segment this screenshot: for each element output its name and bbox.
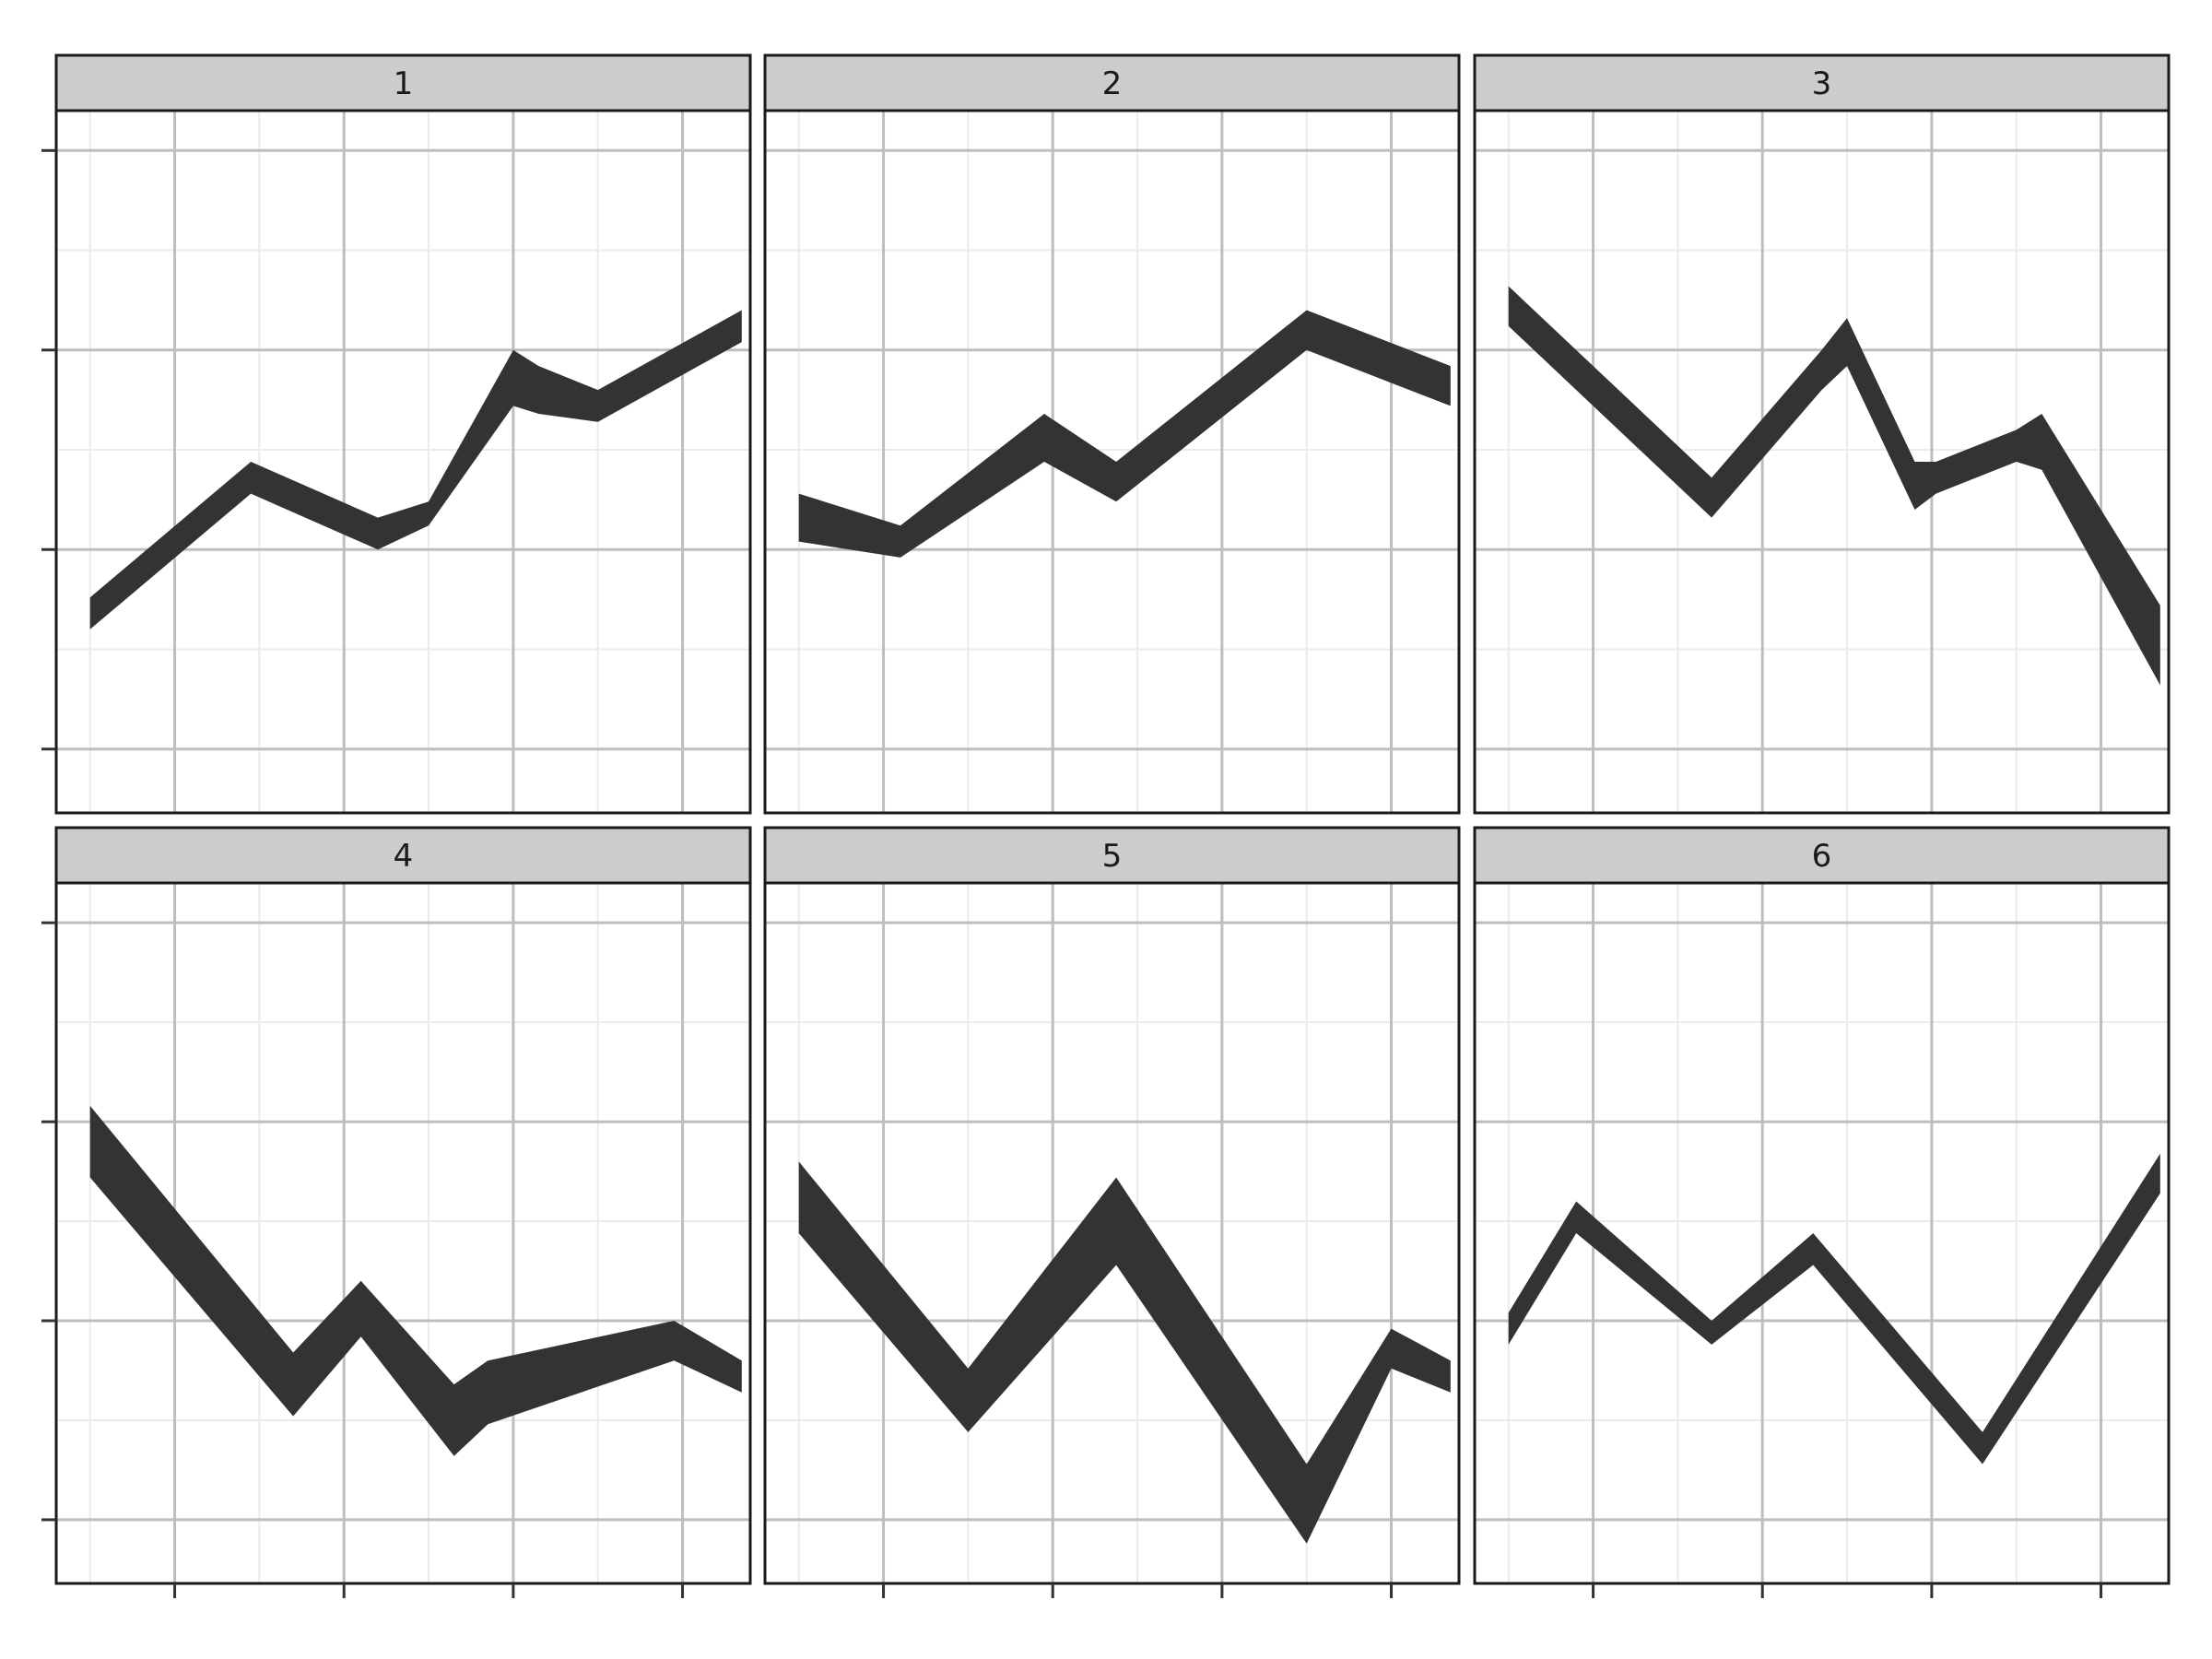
facet-strip <box>1473 53 2171 112</box>
facet-panel-1: 1 <box>41 53 752 815</box>
ribbon-series-2 <box>798 310 1451 558</box>
facet-strip-label: 3 <box>1812 65 1832 102</box>
facet-strip <box>1473 826 2171 885</box>
facet-strip-label: 4 <box>394 838 414 875</box>
facet-panel-2: 2 <box>763 53 1461 815</box>
ribbon-series-4 <box>89 1105 742 1456</box>
facet-panel-5: 5 <box>763 826 1461 1598</box>
ribbon-series-5 <box>798 1161 1451 1544</box>
facet-strip <box>54 53 752 112</box>
facet-panel-4: 4 <box>41 826 752 1598</box>
facet-panel-3: 3 <box>1473 53 2171 815</box>
facet-strip <box>763 826 1461 885</box>
facet-panel-6: 6 <box>1473 826 2171 1598</box>
ribbon-series-3 <box>1508 286 2160 686</box>
ribbon-series-1 <box>89 310 742 629</box>
facet-strip <box>54 826 752 885</box>
facet-strip-label: 2 <box>1102 65 1123 102</box>
facet-strip-label: 6 <box>1812 838 1832 875</box>
panel-background <box>56 111 750 813</box>
facet-strip <box>763 53 1461 112</box>
facet-strip-label: 5 <box>1102 838 1123 875</box>
facet-strip-label: 1 <box>394 65 414 102</box>
